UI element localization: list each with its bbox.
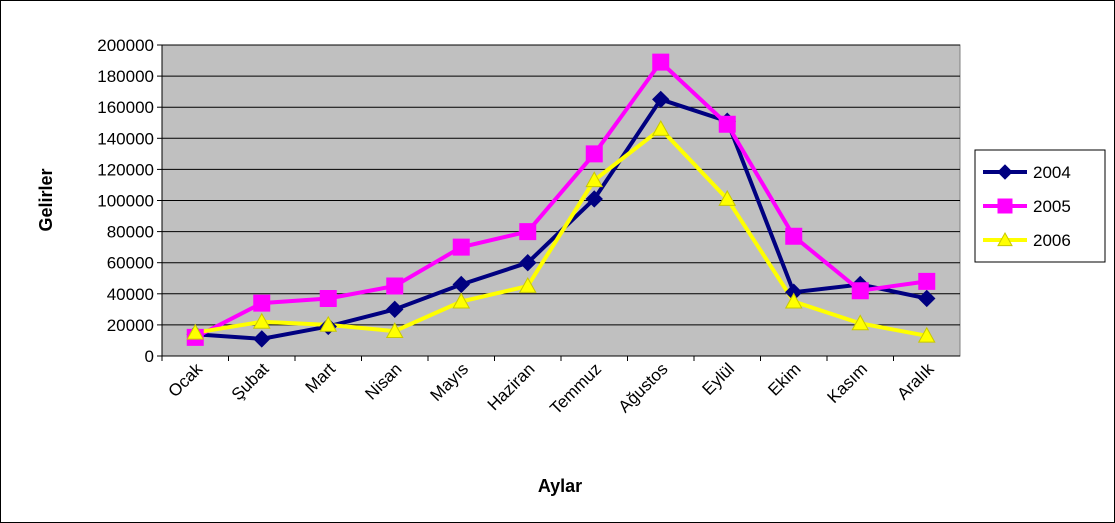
y-tick-label: 120000 (97, 160, 154, 179)
data-point (385, 322, 404, 339)
y-tick-label: 80000 (107, 223, 154, 242)
data-point (519, 253, 537, 272)
y-tick-label: 200000 (97, 36, 154, 55)
y-tick-label: 180000 (97, 67, 154, 86)
y-tick-label: 0 (145, 347, 154, 366)
data-point (518, 276, 537, 293)
data-point (386, 277, 404, 295)
x-axis-title: Aylar (538, 476, 582, 496)
data-point (651, 119, 670, 136)
data-point (918, 289, 936, 308)
data-point (652, 53, 670, 71)
data-point (252, 312, 271, 329)
data-point (785, 227, 803, 245)
data-point (585, 171, 604, 188)
data-point (718, 115, 736, 133)
y-tick-label: 160000 (97, 98, 154, 117)
series-line (194, 59, 928, 340)
legend-label: 2006 (1033, 231, 1071, 250)
legend-label: 2005 (1033, 197, 1071, 216)
data-point (253, 294, 271, 312)
data-point (918, 272, 936, 290)
data-point (851, 314, 870, 331)
legend-marker (997, 164, 1013, 180)
y-axis-title: Gelirler (36, 168, 56, 231)
data-point (319, 289, 337, 307)
y-tick-label: 140000 (97, 129, 154, 148)
data-point (386, 300, 404, 319)
data-point (784, 292, 803, 309)
data-point (452, 275, 470, 294)
data-point (585, 190, 603, 208)
series-line (194, 126, 928, 338)
legend-label: 2004 (1033, 163, 1071, 182)
data-point (851, 282, 869, 300)
data-point (319, 315, 338, 332)
y-tick-label: 60000 (107, 254, 154, 273)
legend-marker (997, 231, 1013, 247)
data-point (718, 189, 737, 206)
data-point (519, 223, 537, 241)
data-point (585, 145, 603, 163)
data-point (452, 292, 471, 309)
y-tick-label: 40000 (107, 285, 154, 304)
y-tick-label: 100000 (97, 192, 154, 211)
data-point (652, 90, 670, 109)
legend-marker (997, 198, 1013, 214)
data-point (917, 326, 936, 343)
data-point (186, 323, 205, 340)
y-tick-label: 20000 (107, 316, 154, 335)
data-point (253, 330, 271, 348)
data-point (452, 238, 470, 256)
